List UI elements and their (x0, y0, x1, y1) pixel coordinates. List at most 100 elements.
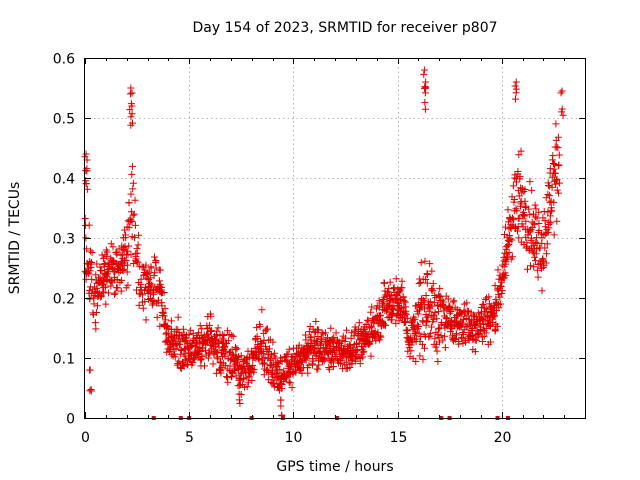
data-point (376, 312, 384, 320)
data-point (126, 90, 134, 98)
data-point (453, 331, 461, 339)
data-point (159, 308, 167, 316)
data-point (367, 322, 375, 330)
data-point (206, 321, 214, 329)
data-point (234, 356, 242, 364)
data-point (538, 256, 546, 264)
data-point (179, 325, 187, 333)
data-point (217, 369, 225, 377)
data-point (188, 342, 196, 350)
data-point (82, 150, 90, 158)
data-point (288, 384, 296, 392)
data-point (197, 356, 205, 364)
data-point (146, 274, 154, 282)
data-point (160, 288, 168, 296)
data-point (156, 266, 164, 274)
data-point (509, 182, 517, 190)
data-point (558, 108, 566, 116)
data-point (546, 192, 554, 200)
data-point (367, 352, 375, 360)
data-point (330, 333, 338, 341)
data-point (240, 375, 248, 383)
data-point (81, 214, 89, 222)
x-tick-label: 10 (285, 430, 303, 446)
axis-ticks-layer (85, 58, 585, 419)
data-point (414, 310, 422, 318)
data-point (185, 330, 193, 338)
data-point (352, 352, 360, 360)
data-point (514, 227, 522, 235)
data-point (444, 295, 452, 303)
data-point (92, 309, 100, 317)
data-point (422, 84, 430, 92)
data-point (297, 357, 305, 365)
data-point (210, 341, 218, 349)
data-point (135, 301, 143, 309)
data-point (515, 234, 523, 242)
data-point (202, 346, 210, 354)
data-point (117, 258, 125, 266)
data-point (433, 347, 441, 355)
data-point (439, 336, 447, 344)
data-point (491, 282, 499, 290)
data-point (260, 359, 268, 367)
data-point (406, 334, 414, 342)
data-point (142, 261, 150, 269)
data-point (398, 277, 406, 285)
data-point (404, 327, 412, 335)
data-point (546, 212, 554, 220)
data-point (432, 343, 440, 351)
data-point (559, 111, 567, 119)
x-tick-label: 15 (390, 430, 408, 446)
data-point (415, 329, 423, 337)
data-point (285, 378, 293, 386)
data-point (341, 338, 349, 346)
data-point (479, 337, 487, 345)
data-point (190, 355, 198, 363)
data-point (118, 266, 126, 274)
data-point (127, 190, 135, 198)
y-tick-label: 0.6 (53, 52, 75, 68)
data-point (206, 328, 214, 336)
data-point (304, 369, 312, 377)
data-point (198, 352, 206, 360)
data-point (273, 358, 281, 366)
data-point (474, 309, 482, 317)
data-point (420, 296, 428, 304)
data-point (479, 326, 487, 334)
data-point (256, 323, 264, 331)
data-point (433, 315, 441, 323)
data-point (459, 319, 467, 327)
data-point (360, 347, 368, 355)
data-point (332, 329, 340, 337)
data-point (248, 376, 256, 384)
data-point (419, 340, 427, 348)
data-point (541, 244, 549, 252)
data-point (109, 243, 117, 251)
y-tick-label: 0.5 (53, 112, 75, 128)
data-point (526, 178, 534, 186)
data-point (277, 396, 285, 404)
data-point (110, 290, 118, 298)
data-point (228, 331, 236, 339)
data-point (439, 298, 447, 306)
data-point (434, 358, 442, 366)
data-point (535, 219, 543, 227)
data-point (134, 258, 142, 266)
data-point (382, 321, 390, 329)
data-point (455, 337, 463, 345)
data-point (459, 330, 467, 338)
data-point (545, 218, 553, 226)
data-point (460, 326, 468, 334)
data-point (175, 357, 183, 365)
data-point (271, 349, 279, 357)
data-point (90, 300, 98, 308)
data-point (522, 217, 530, 225)
data-point (209, 360, 217, 368)
data-point (511, 171, 519, 179)
data-point (512, 89, 520, 97)
data-point (337, 360, 345, 368)
data-point (485, 314, 493, 322)
data-point (541, 217, 549, 225)
